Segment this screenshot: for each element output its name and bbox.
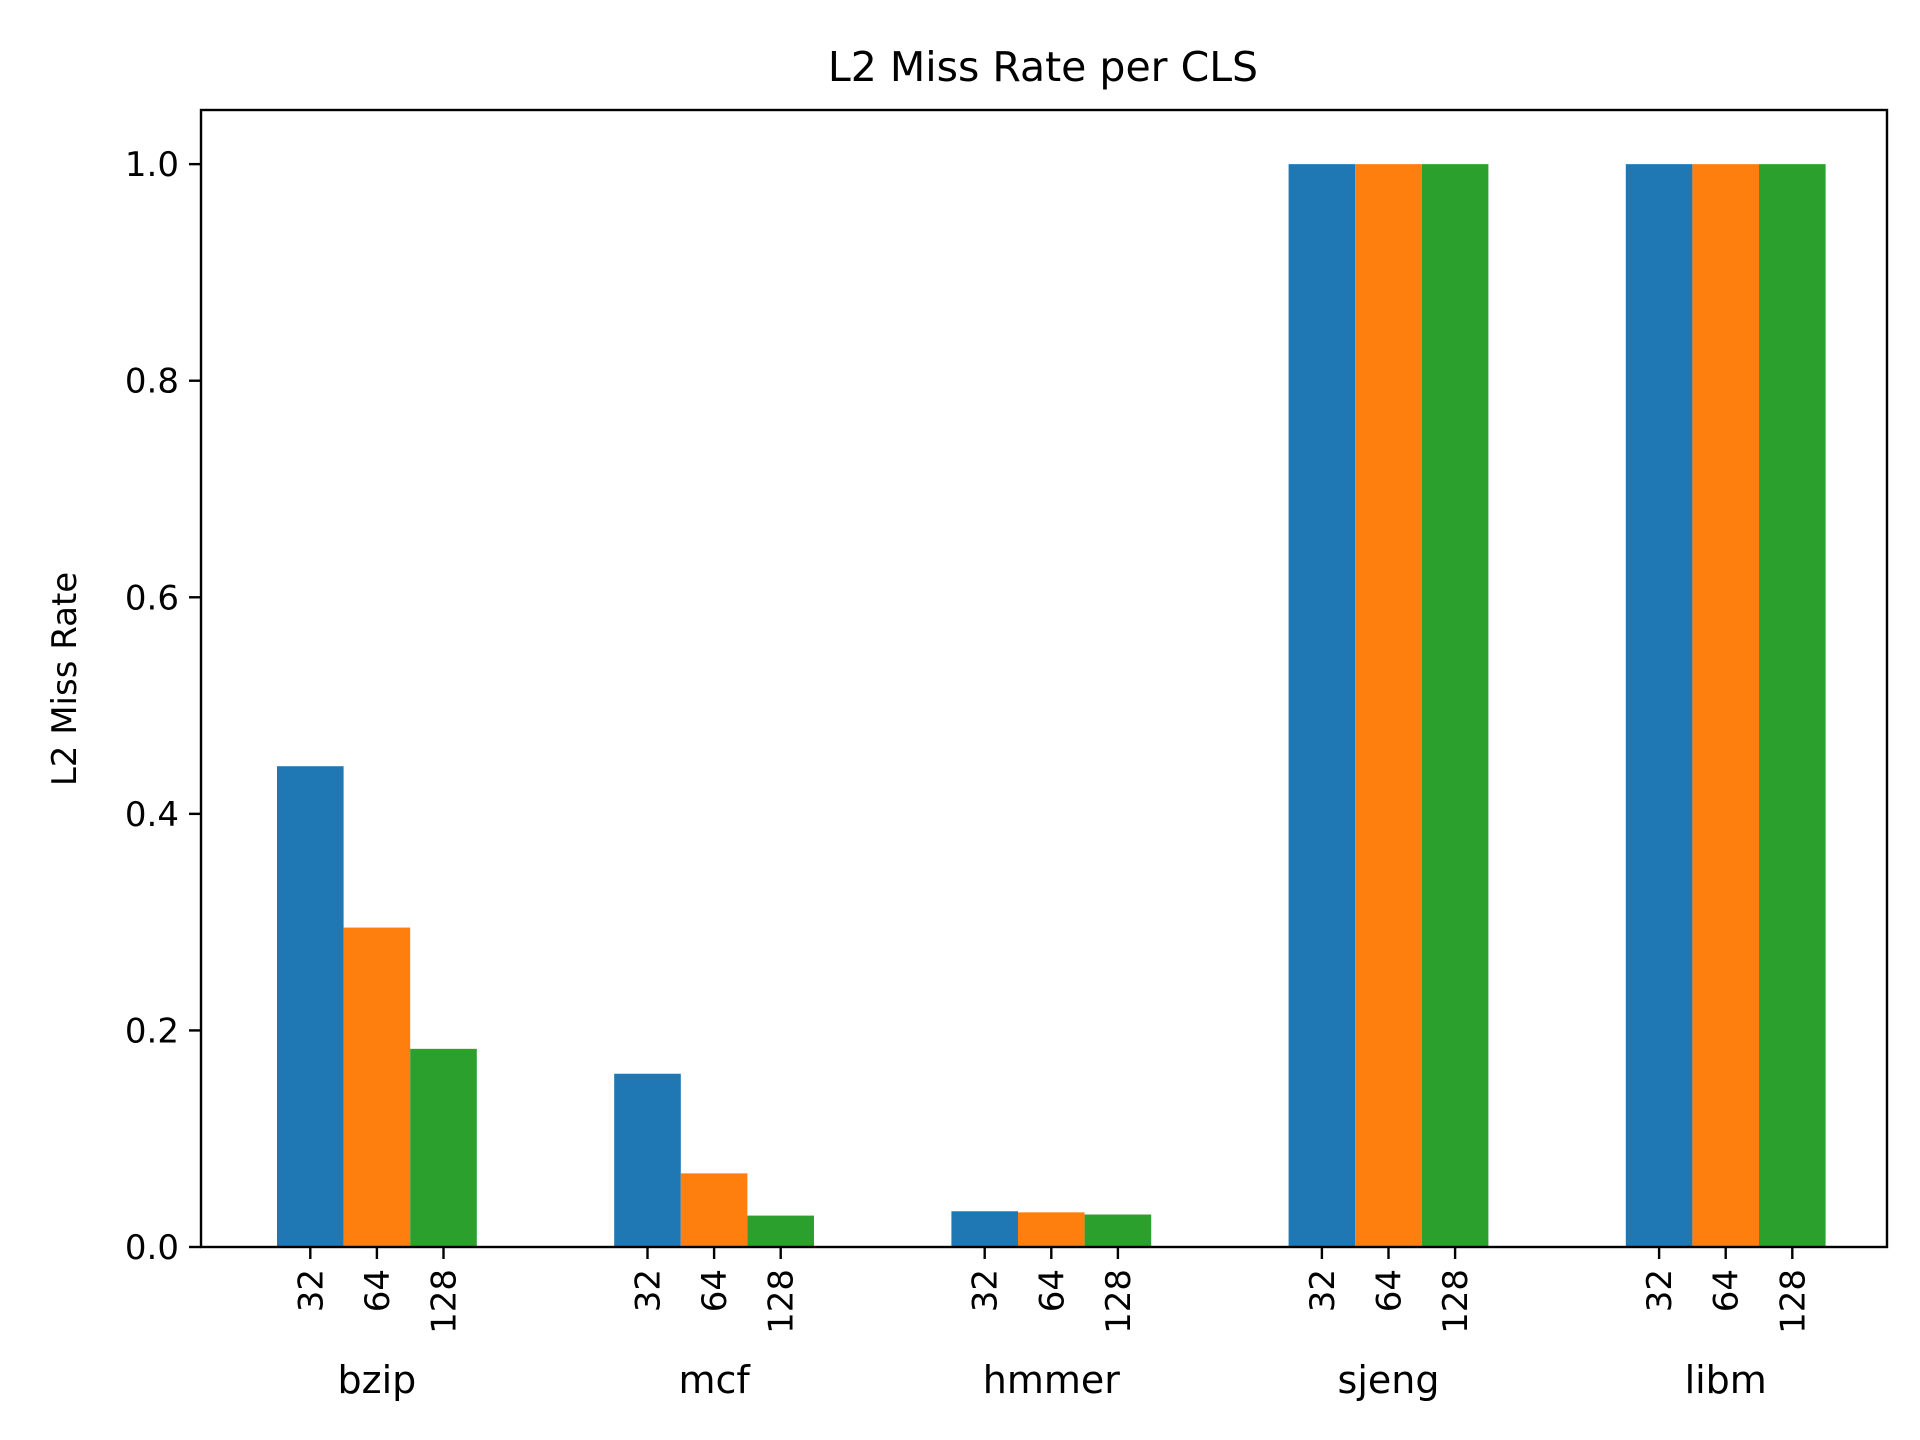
x-sub-tick-label: 64 (1370, 1269, 1410, 1312)
bar-sjeng-32 (1288, 164, 1356, 1248)
bar-sjeng-128 (1421, 164, 1489, 1248)
x-category-label: mcf (678, 1358, 751, 1402)
y-tick-label: 0.8 (125, 362, 179, 402)
x-sub-tick-label: 32 (1303, 1269, 1343, 1312)
x-sub-tick-label: 128 (1099, 1269, 1139, 1334)
bar-libm-128 (1759, 164, 1826, 1248)
bar-libm-32 (1625, 164, 1693, 1248)
bar-mcf-32 (614, 1073, 681, 1247)
x-sub-tick-label: 32 (966, 1269, 1006, 1312)
x-sub-tick-label: 32 (629, 1269, 669, 1312)
plot-area-frame (199, 108, 1889, 1249)
x-category-label: sjeng (1338, 1358, 1440, 1402)
bars-group (277, 164, 1826, 1248)
x-sub-tick-label: 128 (1436, 1269, 1476, 1334)
y-tick-label: 0.6 (125, 578, 179, 618)
bar-bzip-32 (277, 766, 344, 1247)
y-axis-label: L2 Miss Rate (45, 572, 85, 786)
x-sub-tick-label: 32 (1640, 1269, 1680, 1312)
bar-hmmer-128 (1084, 1214, 1152, 1247)
y-tick-label: 0.2 (125, 1011, 179, 1051)
bar-libm-64 (1692, 164, 1759, 1248)
bar-mcf-64 (680, 1173, 748, 1247)
bar-bzip-128 (410, 1048, 477, 1247)
y-tick-label: 0.0 (125, 1228, 179, 1268)
x-sub-tick-label: 128 (1773, 1269, 1813, 1334)
x-sub-tick-label: 64 (1032, 1269, 1072, 1312)
x-sub-tick-label: 64 (358, 1269, 398, 1312)
bar-hmmer-32 (951, 1211, 1018, 1247)
y-axis-ticks: 0.0 0.2 0.4 0.6 0.8 1.0 (125, 145, 201, 1268)
chart-title: L2 Miss Rate per CLS (828, 43, 1258, 91)
x-category-label: hmmer (983, 1358, 1120, 1402)
x-sub-tick-label: 128 (425, 1269, 465, 1334)
bar-mcf-128 (747, 1215, 814, 1247)
y-tick-label: 1.0 (125, 145, 179, 185)
bar-bzip-64 (343, 927, 411, 1247)
y-tick-label: 0.4 (125, 795, 179, 835)
x-sub-tick-label: 64 (1707, 1269, 1747, 1312)
x-sub-tick-label: 128 (762, 1269, 802, 1334)
x-category-label: bzip (338, 1358, 417, 1402)
bar-hmmer-64 (1018, 1212, 1085, 1247)
x-sub-tick-label: 32 (291, 1269, 331, 1312)
bar-sjeng-64 (1355, 164, 1422, 1248)
x-category-label: libm (1685, 1358, 1767, 1402)
x-sub-tick-label: 64 (695, 1269, 735, 1312)
